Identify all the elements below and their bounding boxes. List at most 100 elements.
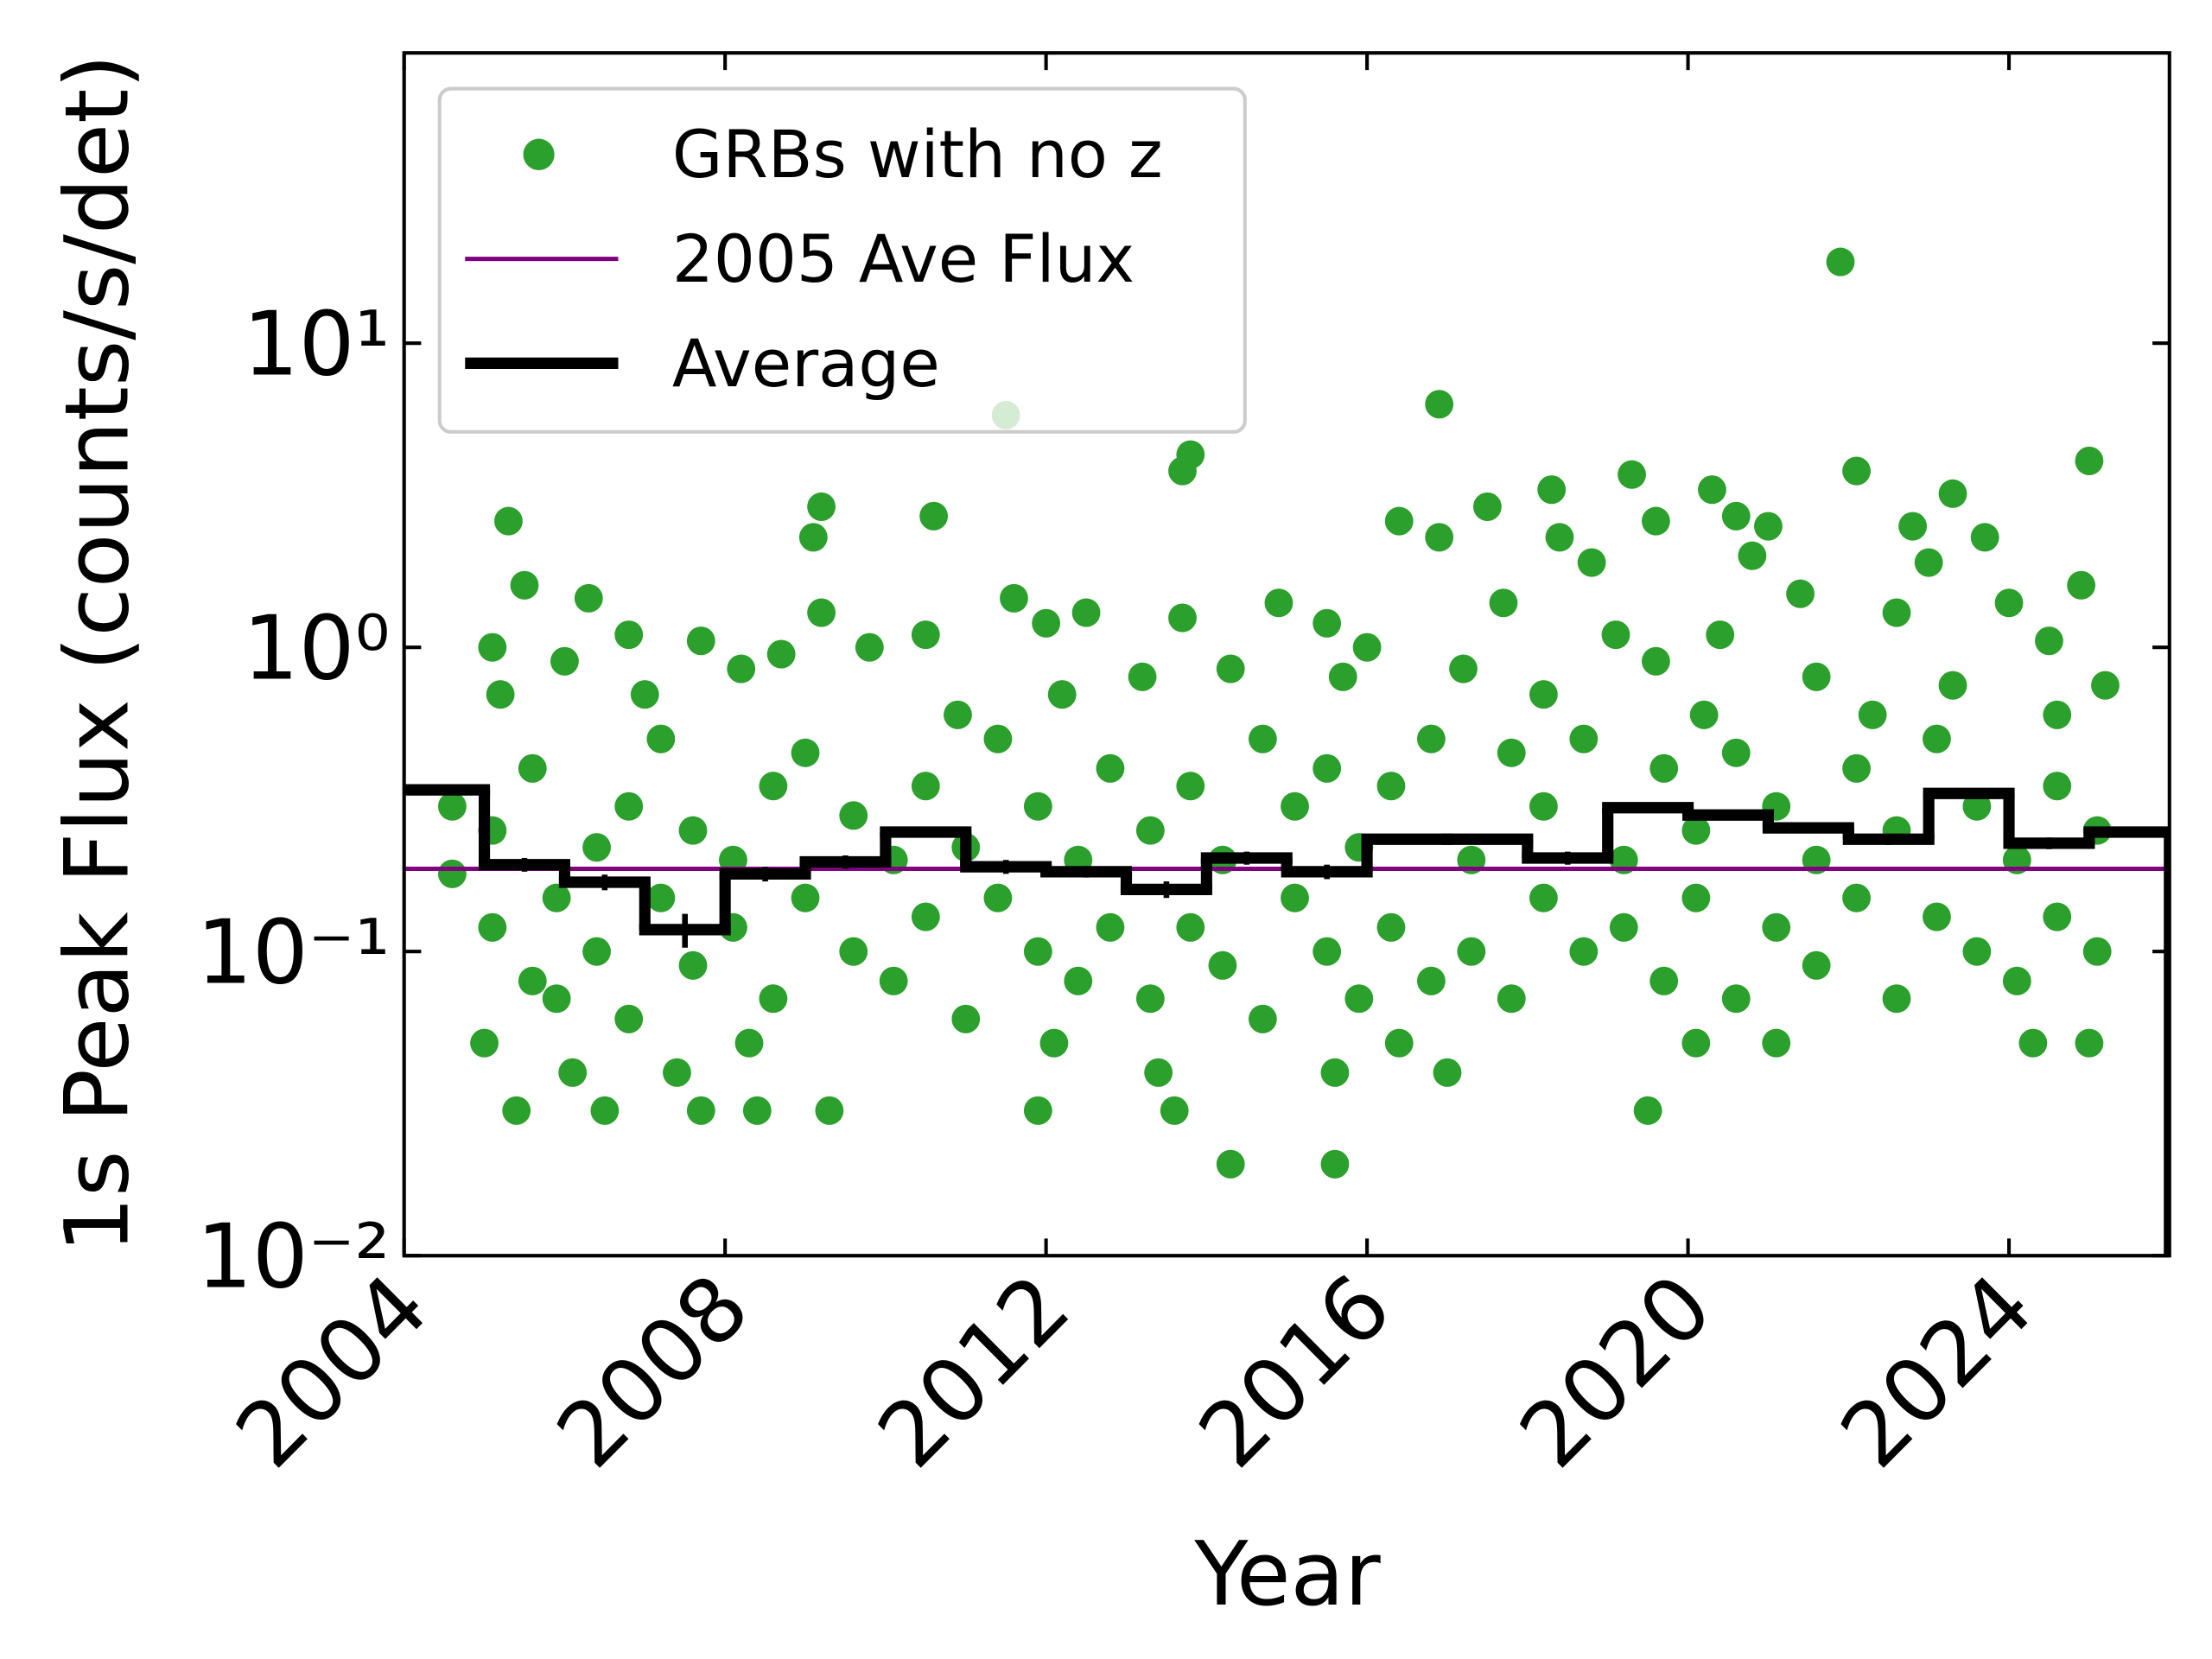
scatter-point	[1449, 654, 1478, 683]
scatter-point	[614, 1004, 644, 1033]
scatter-point	[1313, 937, 1342, 966]
scatter-point	[1144, 1058, 1173, 1087]
scatter-point	[855, 632, 884, 662]
legend-marker	[523, 138, 555, 170]
scatter-point	[1128, 662, 1157, 691]
scatter-point	[2035, 626, 2063, 656]
scatter-point	[1569, 724, 1599, 753]
scatter-point	[470, 1028, 499, 1058]
y-tick-label: 10⁻²	[196, 1205, 390, 1309]
scatter-point	[2075, 1028, 2104, 1058]
scatter-point	[1416, 724, 1446, 753]
scatter-point	[1160, 1096, 1189, 1125]
scatter-point	[1352, 632, 1382, 662]
scatter-point	[1762, 1028, 1791, 1058]
scatter-point	[759, 772, 788, 801]
y-tick-label: 10⁻¹	[196, 901, 390, 1005]
scatter-point	[2067, 570, 2096, 600]
scatter-point	[1047, 680, 1077, 709]
plot-frame	[402, 51, 2171, 1258]
x-tick-label: 2016	[1180, 1255, 1411, 1488]
scatter-point	[686, 1096, 715, 1125]
scatter-point	[494, 506, 523, 536]
scatter-point	[438, 859, 467, 888]
scatter-point	[1472, 492, 1502, 521]
scatter-point	[542, 883, 571, 912]
scatter-point	[542, 984, 571, 1014]
scatter-point	[1642, 646, 1670, 676]
scatter-point	[1923, 724, 1951, 753]
scatter-point	[1529, 883, 1558, 912]
scatter-point	[798, 523, 828, 552]
scatter-point	[766, 639, 796, 669]
scatter-point	[1721, 738, 1751, 767]
scatter-point	[1064, 966, 1093, 995]
scatter-point	[574, 583, 603, 613]
scatter-point	[2043, 902, 2072, 931]
scatter-point	[1698, 475, 1726, 505]
scatter-point	[582, 833, 611, 862]
x-tick-label: 2012	[859, 1255, 1090, 1488]
scatter-point	[911, 902, 940, 931]
scatter-point	[1938, 479, 1967, 508]
scatter-point	[742, 1096, 772, 1125]
scatter-point	[1416, 966, 1446, 995]
scatter-point	[2082, 937, 2112, 966]
scatter-point	[438, 791, 467, 821]
scatter-point	[478, 912, 507, 942]
scatter-point	[1802, 662, 1831, 691]
scatter-point	[734, 1028, 764, 1058]
x-tick-label: 2020	[1501, 1255, 1732, 1488]
scatter-point	[663, 1058, 691, 1087]
scatter-point	[1497, 984, 1526, 1014]
scatter-point	[1738, 541, 1767, 570]
scatter-point	[614, 791, 644, 821]
scatter-point	[1858, 700, 1887, 729]
scatter-point	[550, 646, 579, 676]
scatter-point	[518, 966, 547, 995]
scatter-point	[1689, 700, 1719, 729]
scatter-point	[1962, 937, 1992, 966]
scatter-point	[614, 620, 644, 650]
scatter-point	[1497, 738, 1526, 767]
scatter-point	[1376, 772, 1406, 801]
scatter-point	[1264, 588, 1294, 618]
scatter-point	[646, 724, 676, 753]
scatter-point	[582, 937, 611, 966]
scatter-point	[1176, 912, 1205, 942]
scatter-point	[1071, 598, 1101, 627]
scatter-point	[1994, 588, 2024, 618]
scatter-point	[1313, 608, 1342, 638]
scatter-point	[911, 620, 940, 650]
scatter-point	[1898, 512, 1928, 541]
scatter-point	[983, 724, 1013, 753]
scatter-point	[1842, 753, 1871, 783]
scatter-point	[1023, 1096, 1052, 1125]
scatter-point	[807, 492, 836, 521]
scatter-point	[1023, 937, 1052, 966]
scatter-point	[1135, 816, 1165, 845]
scatter-point	[2002, 966, 2031, 995]
scatter-point	[1096, 912, 1125, 942]
legend-label: Average	[672, 326, 940, 402]
scatter-point	[1176, 772, 1205, 801]
scatter-point	[1842, 456, 1871, 486]
scatter-point	[1039, 1028, 1069, 1058]
scatter-point	[1344, 984, 1374, 1014]
scatter-point	[1826, 247, 1855, 276]
legend-label: GRBs with no z	[672, 117, 1163, 193]
scatter-point	[2043, 700, 2072, 729]
scatter-point	[1681, 883, 1711, 912]
scatter-point	[919, 501, 949, 531]
scatter-point	[1216, 1149, 1245, 1179]
scatter-point	[1681, 1028, 1711, 1058]
scatter-point	[911, 772, 940, 801]
scatter-point	[1248, 1004, 1277, 1033]
scatter-point	[1962, 791, 1992, 821]
legend-label: 2005 Ave Flux	[672, 221, 1135, 297]
scatter-point	[815, 1096, 844, 1125]
scatter-point	[2075, 446, 2104, 476]
scatter-point	[839, 801, 868, 830]
scatter-point	[1000, 583, 1028, 613]
y-tick-label: 10⁰	[243, 597, 390, 701]
